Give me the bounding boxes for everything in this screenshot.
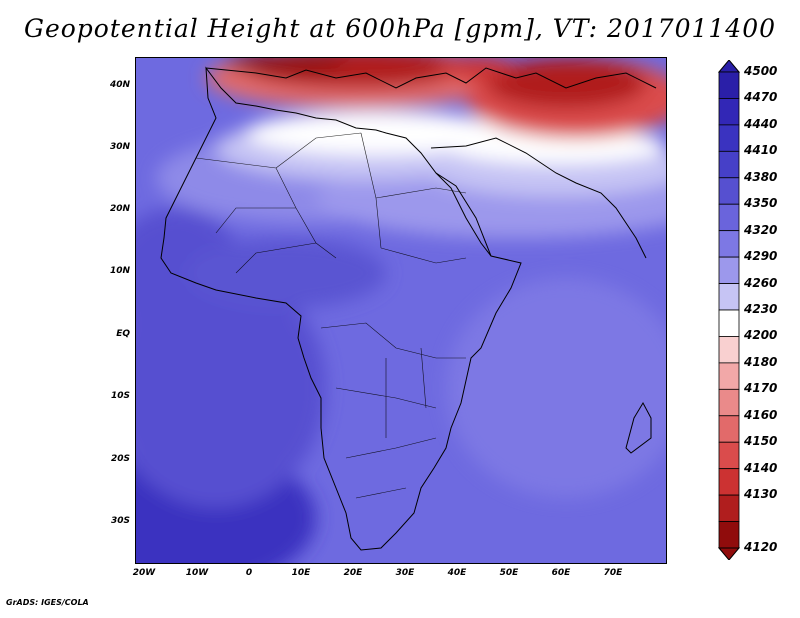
colorbar-label: 4380 — [744, 169, 778, 184]
colorbar-label: 4130 — [744, 487, 778, 502]
colorbar-label: 4470 — [744, 90, 778, 105]
map-panel — [135, 57, 667, 564]
colorbar-label: 4350 — [744, 196, 778, 211]
colorbar-label: 4260 — [744, 275, 778, 290]
colorbar-min-arrow — [718, 547, 740, 560]
coastlines — [160, 66, 657, 551]
colorbar-swatch — [718, 124, 740, 152]
colorbar-swatch — [718, 468, 740, 496]
lon-tick-30e: 30E — [395, 568, 415, 578]
colorbar-swatch — [718, 150, 740, 179]
height-field-shading — [136, 58, 666, 563]
lon-tick-60e: 60E — [551, 568, 571, 578]
colorbar-label: 4150 — [744, 434, 778, 449]
colorbar-swatch — [718, 203, 740, 232]
lon-tick-0: 0 — [245, 568, 253, 578]
colorbar-swatch — [718, 98, 740, 126]
colorbar-swatch — [718, 336, 740, 364]
colorbar-label: 4200 — [744, 328, 778, 343]
lat-tick-20s: 20S — [110, 454, 130, 464]
colorbar-swatch — [718, 256, 740, 284]
lon-tick-40e: 40E — [447, 568, 467, 578]
colorbar-label: 4170 — [744, 381, 778, 396]
colorbar-label: 4500 — [744, 64, 778, 78]
colorbar-swatch — [718, 494, 740, 522]
colorbar-swatch — [718, 362, 740, 390]
colorbar — [718, 60, 740, 560]
colorbar-swatch — [718, 230, 740, 258]
colorbar-max-arrow — [718, 60, 740, 73]
map-title: Geopotential Height at 600hPa [gpm], VT:… — [23, 14, 777, 43]
colorbar-label: 4290 — [744, 249, 778, 264]
colorbar-swatch — [718, 521, 740, 549]
colorbar-label: 4410 — [744, 143, 778, 158]
lon-tick-20w: 20W — [132, 568, 156, 578]
colorbar-label: 4120 — [744, 540, 778, 554]
colorbar-label: 4180 — [744, 354, 778, 369]
colorbar-label: 4320 — [744, 222, 778, 237]
lon-tick-10w: 10W — [185, 568, 209, 578]
colorbar-label: 4440 — [744, 116, 778, 131]
colorbar-label: 4230 — [744, 302, 778, 316]
lat-tick-30n: 30N — [109, 142, 130, 152]
colorbar-swatch — [718, 71, 740, 99]
colorbar-label: 4140 — [744, 460, 778, 475]
colorbar-label: 4160 — [744, 407, 778, 422]
lon-tick-20e: 20E — [343, 568, 363, 578]
colorbar-swatch — [718, 177, 740, 205]
lat-tick-20n: 20N — [109, 204, 130, 214]
country-borders — [195, 132, 467, 499]
colorbar-swatch — [718, 283, 740, 311]
colorbar-swatch — [718, 388, 740, 417]
colorbar-swatch — [718, 441, 740, 470]
lat-tick-40n: 40N — [109, 80, 130, 90]
lat-tick-10s: 10S — [110, 391, 130, 401]
lon-tick-10e: 10E — [291, 568, 311, 578]
lat-tick-30s: 30S — [110, 516, 130, 526]
lon-tick-70e: 70E — [603, 568, 623, 578]
colorbar-swatch — [718, 415, 740, 443]
lon-tick-50e: 50E — [499, 568, 519, 578]
lat-tick-10n: 10N — [109, 266, 130, 276]
footer-credit: GrADS: IGES/COLA — [6, 598, 89, 607]
map-canvas — [136, 58, 666, 563]
colorbar-swatch — [718, 309, 740, 337]
lat-tick-eq: EQ — [116, 329, 130, 339]
